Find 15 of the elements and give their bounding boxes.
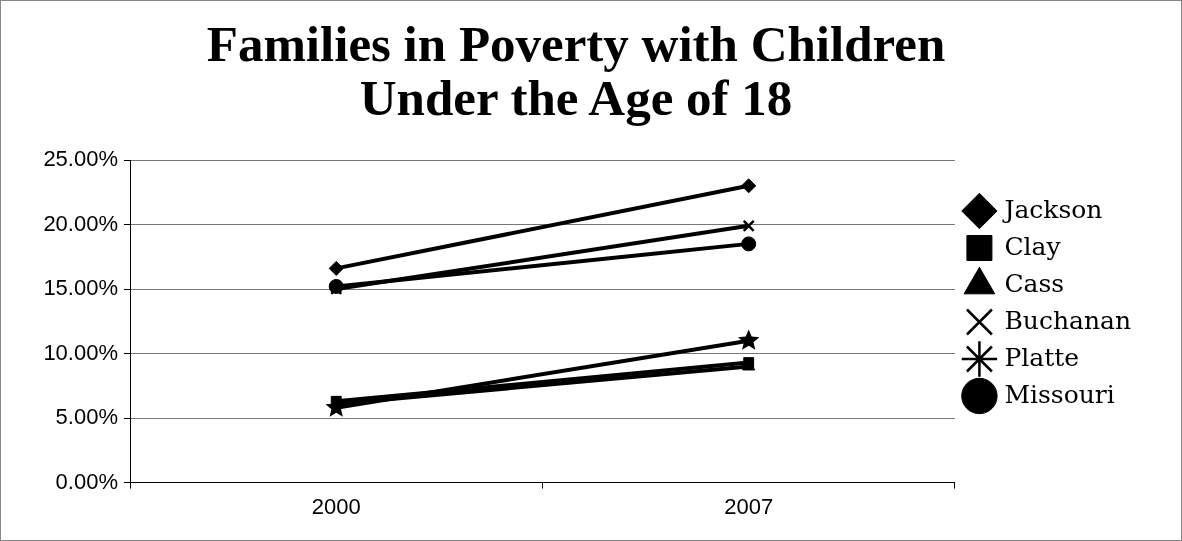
legend-label: Platte	[1004, 342, 1080, 372]
y-tick-label: 25.00%	[43, 146, 118, 172]
y-tick-label: 0.00%	[55, 468, 118, 494]
legend-label: Jackson	[1001, 194, 1103, 224]
y-tick-label: 20.00%	[43, 210, 118, 236]
y-tick-label: 10.00%	[43, 339, 118, 365]
legend-label: Clay	[1004, 231, 1062, 261]
x-tick-label: 2007	[724, 493, 774, 519]
chart-title: Families in Poverty with Children Under the Age of 18	[205, 16, 947, 126]
legend-label: Cass	[1004, 268, 1065, 298]
y-tick-label: 15.00%	[43, 275, 118, 301]
y-tick-label: 5.00%	[55, 404, 118, 430]
legend-label: Missouri	[1004, 379, 1115, 409]
x-tick-label: 2000	[311, 493, 361, 519]
legend-label: Buchanan	[1004, 305, 1132, 335]
